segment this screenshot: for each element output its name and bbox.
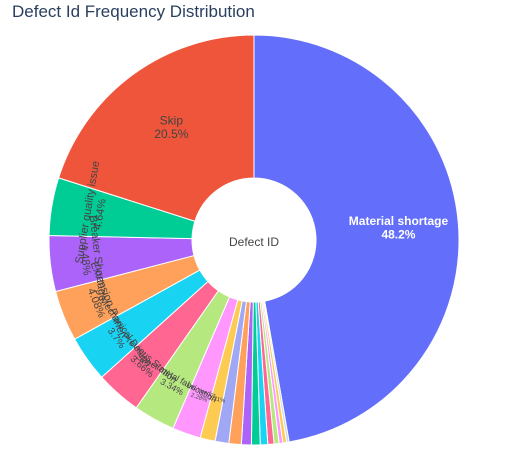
slice-percent-label: 2.28% (190, 393, 209, 405)
slice-percent-label: 4.64% (92, 198, 109, 231)
slice-percent-label: 48.2% (381, 228, 415, 242)
slice-name-label: Material shortage (349, 214, 449, 228)
slice-percent-label: 4.48% (77, 244, 93, 277)
slice-percent-label: 1.21% (208, 395, 227, 405)
chart-title: Defect Id Frequency Distribution (12, 2, 255, 21)
slice-skip[interactable] (58, 34, 255, 222)
slice-percent-label: 20.5% (154, 127, 188, 141)
slice-material-shortage[interactable] (253, 34, 460, 443)
center-label: Defect ID (229, 235, 279, 249)
slice-name-label: Skip (160, 113, 184, 127)
slice-label-group: 1.21% (208, 395, 227, 405)
